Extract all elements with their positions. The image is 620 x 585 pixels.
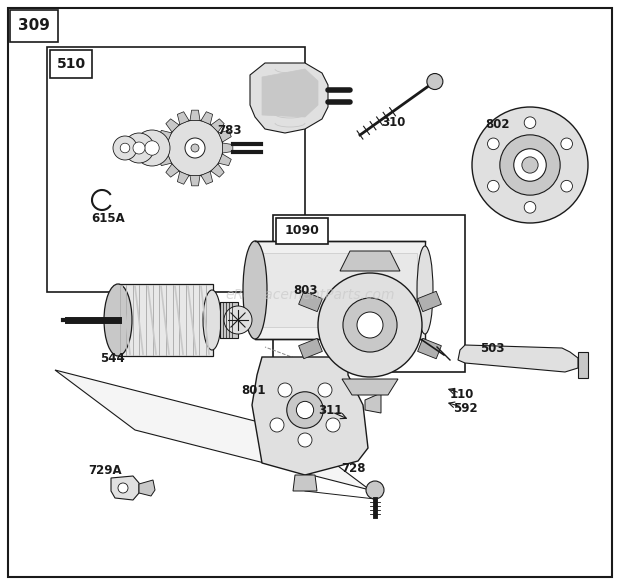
Text: eReplacementParts.com: eReplacementParts.com — [225, 288, 395, 302]
Text: 110: 110 — [450, 388, 474, 401]
Polygon shape — [201, 171, 213, 184]
Polygon shape — [252, 357, 368, 475]
Circle shape — [561, 138, 572, 150]
Circle shape — [326, 418, 340, 432]
Text: 310: 310 — [381, 115, 405, 129]
Polygon shape — [159, 130, 172, 142]
Ellipse shape — [417, 246, 433, 334]
Circle shape — [357, 312, 383, 338]
Bar — [255, 241, 425, 339]
Text: 503: 503 — [480, 342, 504, 355]
Text: 592: 592 — [453, 401, 477, 415]
Polygon shape — [250, 63, 328, 133]
Polygon shape — [166, 119, 179, 132]
Text: 803: 803 — [293, 284, 317, 297]
Circle shape — [124, 133, 154, 163]
Ellipse shape — [104, 284, 132, 356]
Ellipse shape — [203, 290, 221, 350]
Circle shape — [318, 273, 422, 377]
Text: 311: 311 — [318, 404, 342, 417]
Polygon shape — [342, 379, 398, 395]
Circle shape — [296, 401, 314, 419]
Circle shape — [318, 383, 332, 397]
Circle shape — [487, 180, 499, 192]
Text: 1090: 1090 — [285, 225, 319, 238]
Polygon shape — [340, 251, 400, 271]
Bar — [220, 302, 238, 338]
Polygon shape — [159, 154, 172, 166]
Circle shape — [500, 135, 560, 195]
Polygon shape — [190, 110, 200, 121]
Polygon shape — [139, 480, 155, 496]
Polygon shape — [190, 176, 200, 186]
Circle shape — [561, 180, 572, 192]
Polygon shape — [166, 164, 179, 177]
Circle shape — [118, 483, 128, 493]
Polygon shape — [211, 164, 224, 177]
Polygon shape — [211, 119, 224, 132]
Polygon shape — [157, 143, 167, 153]
Circle shape — [472, 107, 588, 223]
Circle shape — [270, 418, 284, 432]
Bar — [299, 291, 322, 312]
Text: 544: 544 — [100, 352, 125, 364]
Circle shape — [524, 202, 536, 213]
Polygon shape — [218, 130, 231, 142]
Circle shape — [298, 433, 312, 447]
Polygon shape — [365, 393, 381, 413]
Polygon shape — [458, 345, 578, 372]
Text: 309: 309 — [18, 19, 50, 33]
Circle shape — [224, 306, 252, 334]
Polygon shape — [578, 352, 588, 378]
Circle shape — [191, 144, 199, 152]
Text: 783: 783 — [218, 123, 242, 136]
Bar — [418, 338, 441, 359]
Circle shape — [278, 383, 292, 397]
Bar — [118, 284, 213, 356]
Text: 802: 802 — [485, 119, 509, 132]
Polygon shape — [177, 112, 189, 125]
Polygon shape — [201, 112, 213, 125]
Bar — [418, 291, 441, 312]
Text: 801: 801 — [241, 384, 265, 397]
Polygon shape — [262, 69, 318, 117]
Text: 728: 728 — [341, 462, 365, 474]
Circle shape — [522, 157, 538, 173]
Polygon shape — [111, 476, 139, 500]
Bar — [276, 218, 328, 244]
Circle shape — [120, 143, 130, 153]
Bar — [263, 253, 417, 327]
Circle shape — [487, 138, 499, 150]
Polygon shape — [55, 370, 370, 490]
Circle shape — [167, 120, 223, 176]
Bar — [273, 215, 465, 372]
Text: 615A: 615A — [91, 212, 125, 225]
Circle shape — [287, 392, 323, 428]
Polygon shape — [177, 171, 189, 184]
Ellipse shape — [243, 241, 267, 339]
Bar — [10, 10, 58, 42]
Circle shape — [145, 141, 159, 155]
Circle shape — [343, 298, 397, 352]
Bar — [299, 338, 322, 359]
Circle shape — [366, 481, 384, 499]
Polygon shape — [218, 154, 231, 166]
Bar — [50, 50, 92, 78]
Text: 729A: 729A — [88, 463, 122, 477]
Circle shape — [134, 130, 170, 166]
Circle shape — [514, 149, 546, 181]
Circle shape — [185, 138, 205, 158]
Circle shape — [113, 136, 137, 160]
Circle shape — [524, 117, 536, 129]
Text: 510: 510 — [56, 57, 86, 71]
Polygon shape — [223, 143, 233, 153]
Polygon shape — [293, 475, 317, 491]
Bar — [47, 47, 305, 292]
Circle shape — [427, 74, 443, 90]
Circle shape — [133, 142, 145, 154]
